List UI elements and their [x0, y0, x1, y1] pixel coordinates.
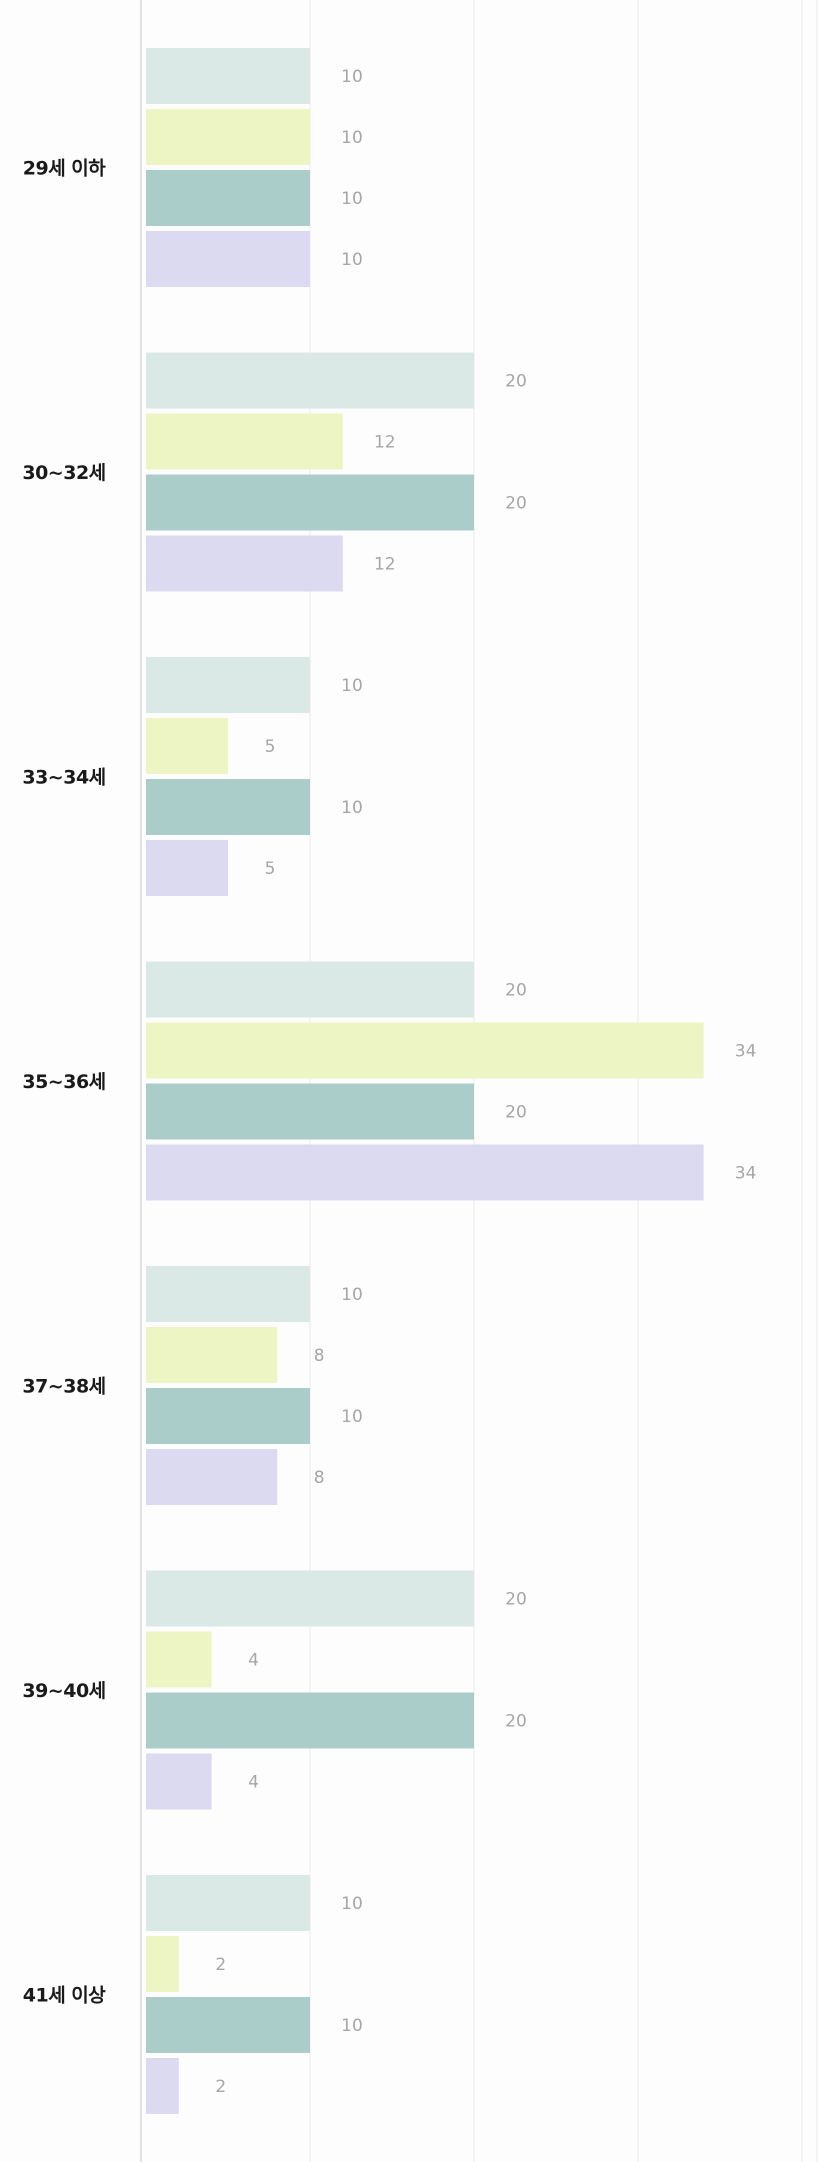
- bar: [146, 1083, 474, 1140]
- bar: [146, 840, 228, 896]
- category-labels: 29세 이하 30~32세 33~34세 35~36세 37~38세 39~40세 41세 …: [22, 158, 106, 2007]
- data-label: 20: [505, 1103, 527, 1123]
- bar: [146, 718, 228, 774]
- data-label: 20: [505, 1590, 527, 1610]
- category-label: 41세 이상: [23, 1985, 107, 2007]
- data-label: 20: [505, 494, 527, 514]
- bar: [146, 474, 474, 531]
- data-label: 5: [265, 737, 276, 757]
- category-label: 39~40세: [22, 1680, 105, 1702]
- data-label: 2: [215, 1955, 226, 1975]
- bar: [146, 1936, 179, 1992]
- bar: [146, 1388, 310, 1444]
- bar: [146, 352, 474, 409]
- data-label: 20: [505, 981, 527, 1001]
- data-label: 10: [341, 1407, 363, 1427]
- bar: [146, 231, 310, 287]
- data-label: 8: [314, 1468, 325, 1488]
- bar: [146, 2058, 179, 2114]
- bar: [146, 1997, 310, 2053]
- bar: [146, 535, 343, 592]
- value-labels: 10 10 10 10 20 12 20 12 10 5 10 5 20 34 20 34 10 8 10 8 20 4 2…: [215, 67, 756, 2097]
- bar: [146, 1692, 474, 1749]
- data-label: 10: [341, 1285, 363, 1305]
- category-label: 29세 이하: [23, 158, 107, 180]
- category-label: 35~36세: [22, 1071, 105, 1093]
- data-label: 10: [341, 189, 363, 209]
- data-label: 4: [248, 1651, 259, 1671]
- data-label: 10: [341, 67, 363, 87]
- bar: [146, 1631, 212, 1688]
- bar: [146, 48, 310, 104]
- bar: [146, 1753, 212, 1810]
- data-label: 5: [265, 859, 276, 879]
- data-label: 8: [314, 1346, 325, 1366]
- bar: [146, 170, 310, 226]
- data-label: 20: [505, 1712, 527, 1732]
- bar: [146, 961, 474, 1018]
- bar: [146, 779, 310, 835]
- data-label: 34: [735, 1042, 757, 1062]
- data-label: 20: [505, 372, 527, 392]
- bar: [146, 1266, 310, 1322]
- gridlines: [309, 0, 818, 2162]
- bar: [146, 657, 310, 713]
- bar: [146, 1449, 278, 1505]
- data-label: 10: [341, 128, 363, 148]
- data-label: 34: [735, 1164, 757, 1184]
- data-label: 12: [374, 433, 396, 453]
- bar: [146, 1327, 278, 1383]
- bars: [146, 48, 704, 2114]
- bar: [146, 413, 343, 470]
- category-label: 37~38세: [22, 1376, 105, 1398]
- data-label: 4: [248, 1773, 259, 1793]
- bar: [146, 1875, 310, 1931]
- data-label: 10: [341, 798, 363, 818]
- data-label: 2: [215, 2077, 226, 2097]
- bar: [146, 109, 310, 165]
- bar: [146, 1022, 704, 1079]
- data-label: 10: [341, 1894, 363, 1914]
- data-label: 10: [341, 250, 363, 270]
- data-label: 10: [341, 676, 363, 696]
- bar: [146, 1144, 704, 1201]
- data-label: 10: [341, 2016, 363, 2036]
- category-label: 30~32세: [22, 462, 105, 484]
- category-label: 33~34세: [22, 767, 105, 789]
- data-label: 12: [374, 555, 396, 575]
- bar: [146, 1570, 474, 1627]
